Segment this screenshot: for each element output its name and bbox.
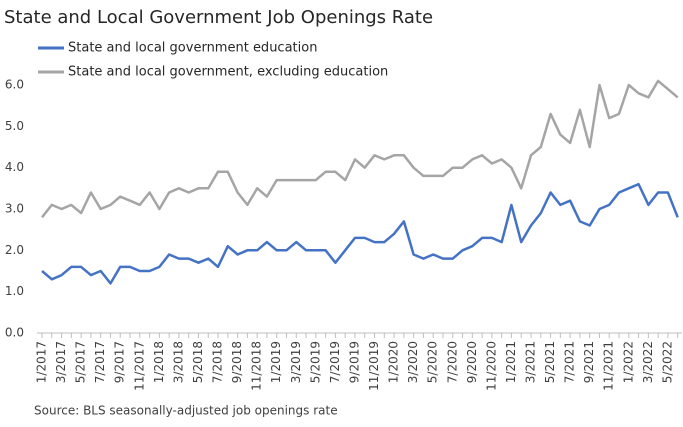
- y-tick-label: 5.0: [5, 119, 24, 133]
- x-tick-label: 9/2021: [582, 341, 596, 383]
- chart-title: State and Local Government Job Openings …: [4, 7, 433, 28]
- data-line: [41, 182, 679, 285]
- x-tick-label: 1/2019: [269, 341, 283, 383]
- x-tick-label: 5/2020: [426, 341, 440, 383]
- x-tick-label: 1/2022: [621, 341, 635, 383]
- x-tick-label: 11/2019: [367, 341, 381, 391]
- x-tick-label: 5/2022: [660, 341, 674, 383]
- x-tick-label: 9/2019: [347, 341, 361, 383]
- x-tick-label: 1/2020: [387, 341, 401, 383]
- x-tick-label: 3/2017: [54, 341, 68, 383]
- y-tick-label: 0.0: [5, 326, 24, 340]
- legend-label: State and local government education: [68, 41, 317, 56]
- x-tick-label: 7/2020: [445, 341, 459, 383]
- x-tick-label: 7/2021: [563, 341, 577, 383]
- x-tick-label: 5/2018: [191, 341, 205, 383]
- x-tick-label: 1/2018: [152, 341, 166, 383]
- data-line: [41, 79, 679, 219]
- x-tick-label: 3/2019: [289, 341, 303, 383]
- x-tick-label: 3/2022: [641, 341, 655, 383]
- x-tick-label: 3/2020: [406, 341, 420, 383]
- y-tick-label: 1.0: [5, 284, 24, 298]
- y-tick-label: 3.0: [5, 202, 24, 216]
- x-tick-label: 9/2018: [230, 341, 244, 383]
- y-tick-label: 6.0: [5, 78, 24, 92]
- y-tick-label: 4.0: [5, 160, 24, 174]
- x-tick-label: 5/2017: [74, 341, 88, 383]
- x-tick-label: 5/2019: [308, 341, 322, 383]
- x-tick-label: 7/2018: [211, 341, 225, 383]
- x-tick-label: 1/2021: [504, 341, 518, 383]
- x-tick-label: 11/2017: [132, 341, 146, 391]
- x-tick-label: 9/2017: [113, 341, 127, 383]
- x-tick-label: 11/2018: [250, 341, 264, 391]
- x-tick-label: 7/2017: [93, 341, 107, 383]
- y-tick-label: 2.0: [5, 243, 24, 257]
- legend-label: State and local government, excluding ed…: [68, 65, 388, 80]
- x-tick-label: 7/2019: [328, 341, 342, 383]
- source-note: Source: BLS seasonally-adjusted job open…: [34, 404, 338, 418]
- x-tick-label: 5/2021: [543, 341, 557, 383]
- x-tick-label: 9/2020: [465, 341, 479, 383]
- x-tick-label: 1/2017: [35, 341, 49, 383]
- x-tick-label: 11/2020: [484, 341, 498, 391]
- x-tick-label: 11/2021: [602, 341, 616, 391]
- x-tick-label: 3/2021: [524, 341, 538, 383]
- x-tick-label: 3/2018: [171, 341, 185, 383]
